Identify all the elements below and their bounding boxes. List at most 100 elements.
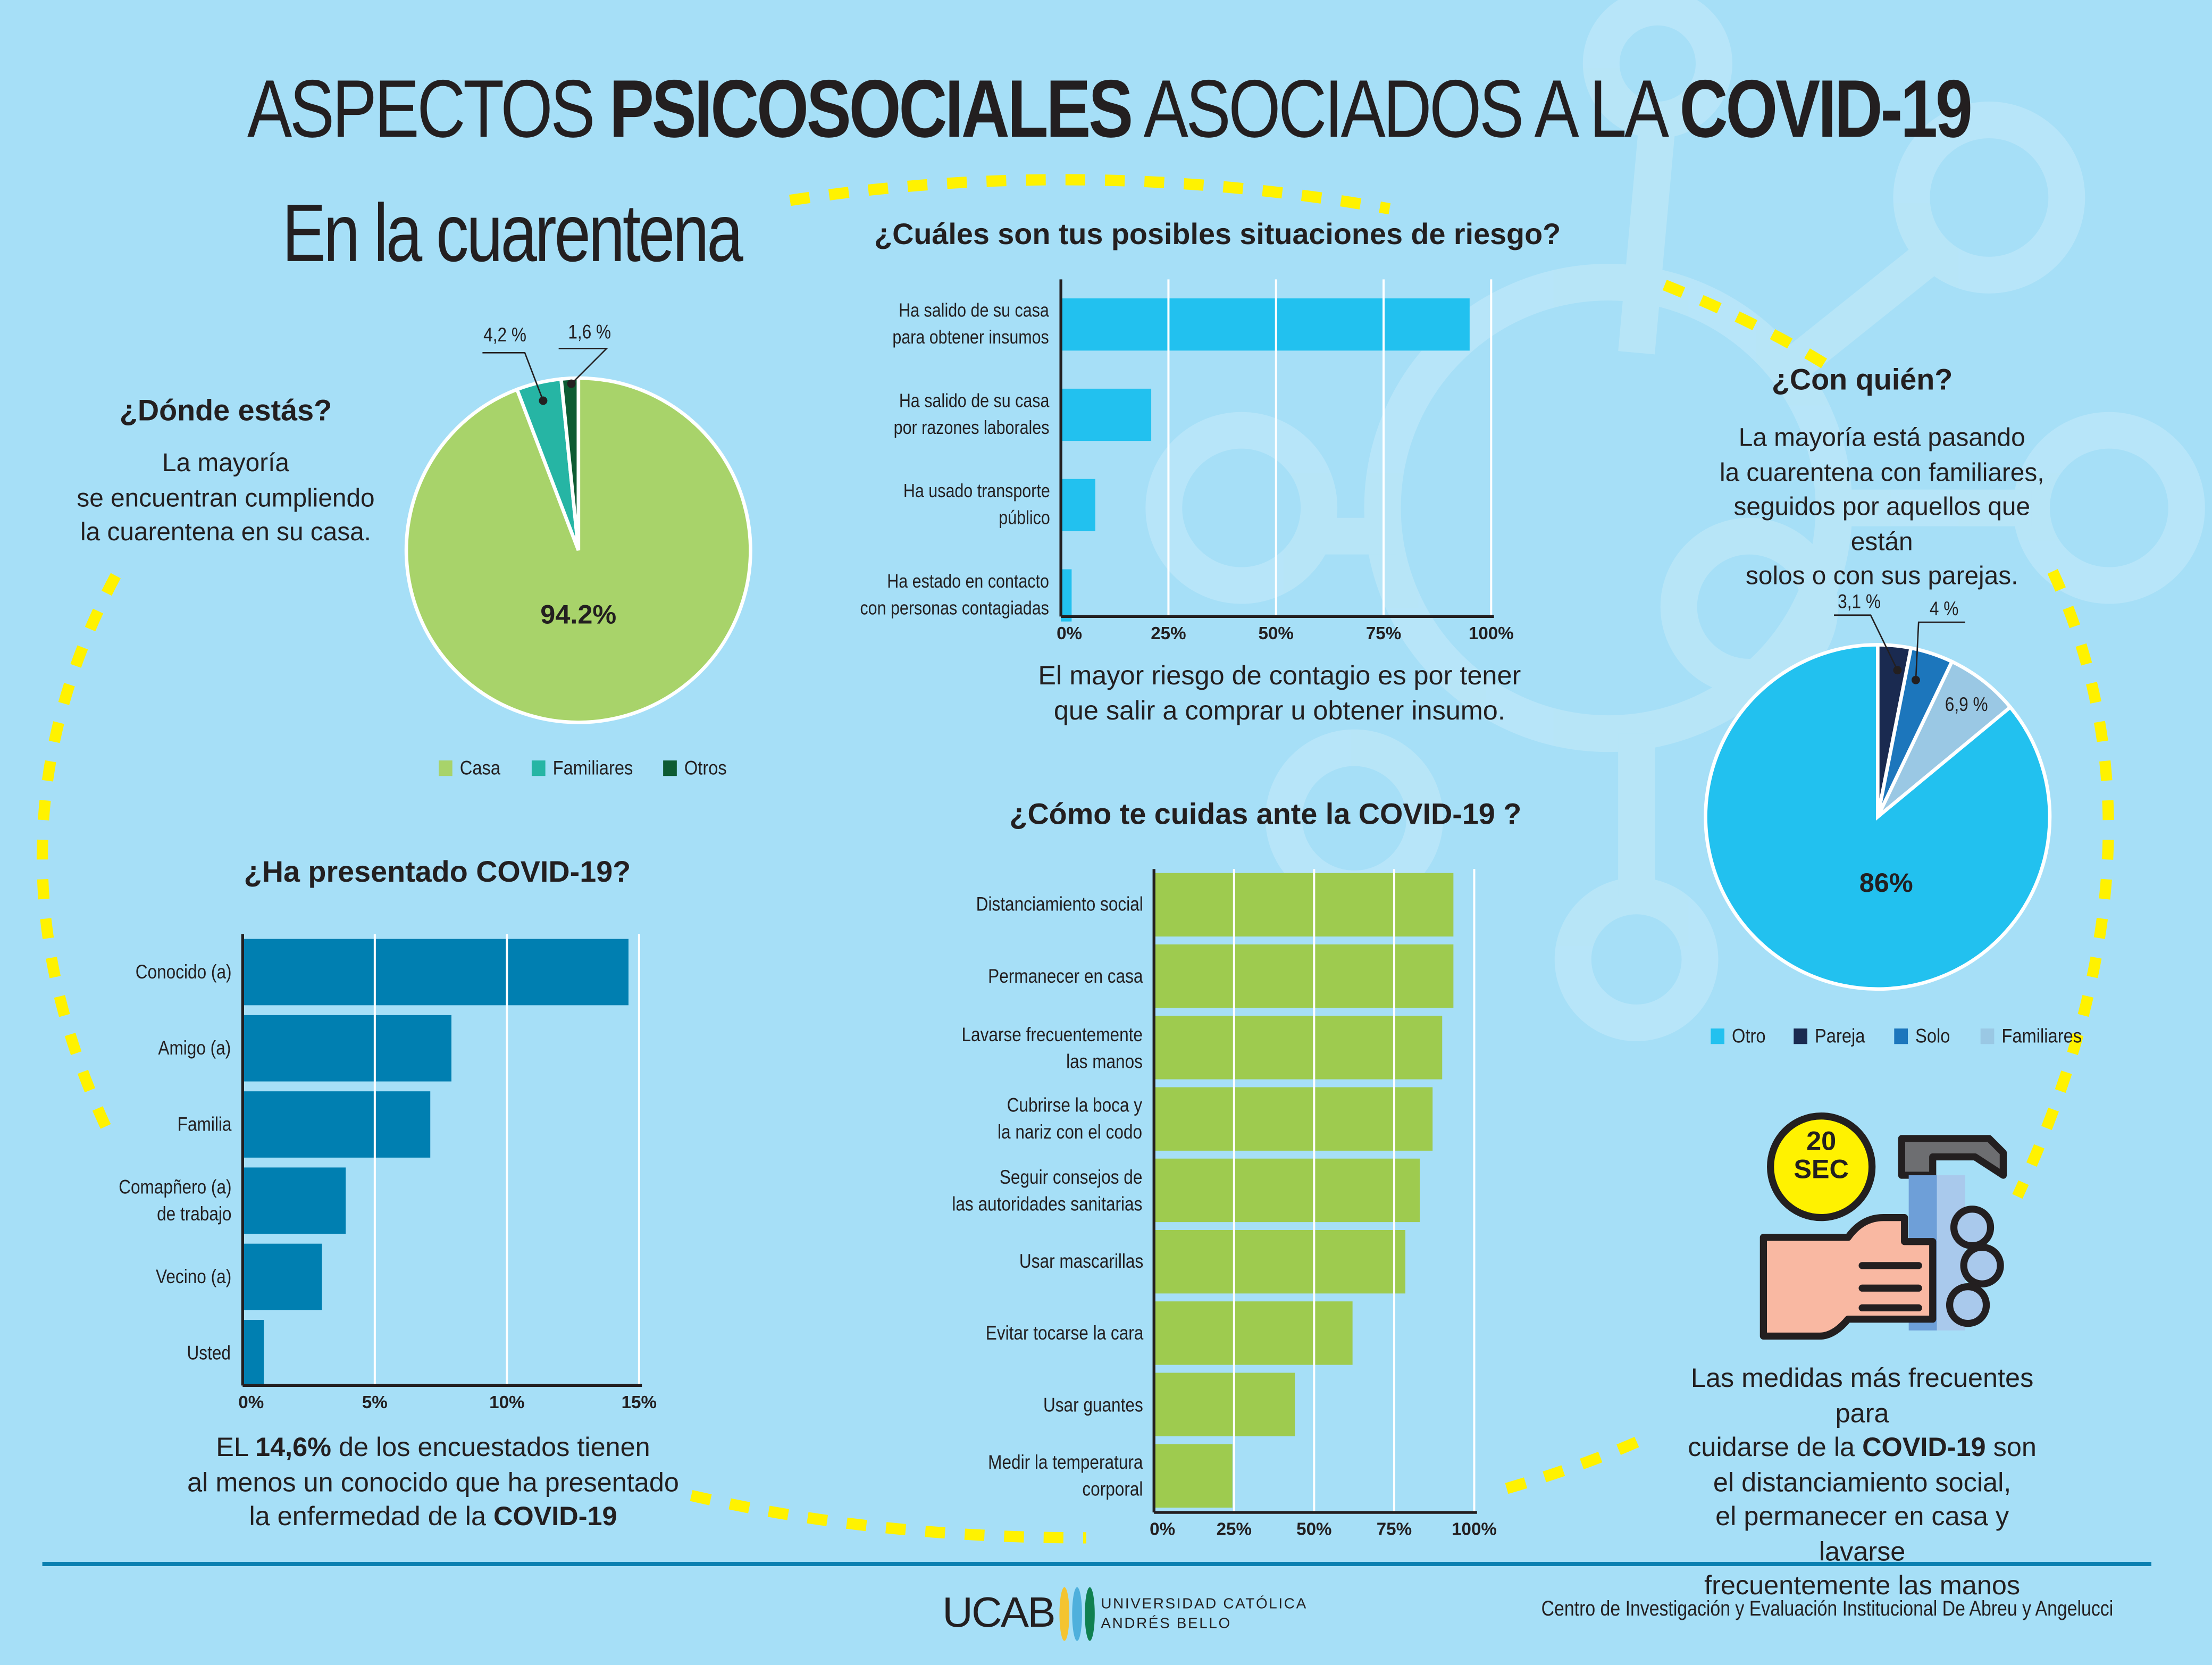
- legend-label: Otro: [1731, 1024, 1766, 1047]
- bar-category-label: Ha estado en contacto con personas conta…: [860, 571, 1050, 618]
- bar-presentado: [242, 1243, 322, 1310]
- bar-category-label: Ha salido de su casa para obtener insumo…: [893, 299, 1050, 347]
- logo-text: UCAB: [942, 1590, 1055, 1637]
- bar-category-label: Vecino (a): [155, 1265, 232, 1287]
- bar-presentado: [242, 939, 629, 1006]
- caption-text: de los encuestados tienen al menos un co…: [187, 1433, 679, 1533]
- bar-presentado: [242, 1091, 431, 1158]
- leader-line: [1834, 614, 1898, 671]
- bar-category-label: Medir la temperatura corporal: [987, 1450, 1143, 1500]
- pie-data-label: 4 %: [1929, 597, 1959, 620]
- bar-category-label: Distanciamiento social: [975, 892, 1143, 916]
- caption-text: EL: [216, 1433, 256, 1463]
- legend-label: Casa: [459, 756, 501, 779]
- bar-category-label: Ha salido de su casa por razones laboral…: [894, 390, 1050, 438]
- tick-label: 50%: [1296, 1519, 1332, 1540]
- pie-slice-otro: [1704, 643, 2052, 991]
- leader-line: [482, 352, 544, 401]
- tick-label: 5%: [362, 1392, 388, 1412]
- pie-slice-familiares: [1876, 659, 2013, 818]
- footer-divider: [42, 1561, 2151, 1566]
- legend-swatch: [1893, 1027, 1908, 1043]
- pie-data-label: 3,1 %: [1838, 589, 1881, 613]
- bar-presentado: [242, 1167, 346, 1234]
- logo-flame-icon: [1060, 1587, 1095, 1641]
- legend-swatch: [1980, 1027, 1994, 1043]
- bar-category-label: Familia: [177, 1112, 232, 1135]
- bar-riesgo: [1061, 298, 1470, 351]
- legend-swatch: [1794, 1027, 1808, 1043]
- tick-label: 50%: [1258, 623, 1294, 643]
- tick-label: 0%: [1150, 1519, 1176, 1540]
- legend-label: Familiares: [2001, 1024, 2082, 1047]
- tick-label: 100%: [1452, 1519, 1497, 1540]
- bar-riesgo: [1061, 479, 1095, 531]
- bar-cuidas: [1154, 1301, 1353, 1365]
- caption-bold: COVID-19: [493, 1502, 617, 1533]
- cuidas-caption: Las medidas más frecuentes para cuidarse…: [1687, 1363, 2037, 1605]
- bar-cuidas: [1154, 1373, 1295, 1436]
- leader-dot: [1893, 666, 1902, 675]
- bar-category-label: Seguir consejos de las autoridades sanit…: [952, 1165, 1143, 1215]
- legend-swatch: [1711, 1027, 1724, 1043]
- footer-institution: Centro de Investigación y Evaluación Ins…: [1541, 1597, 2114, 1621]
- timer-unit: SEC: [1794, 1155, 1849, 1185]
- bar-riesgo: [1061, 388, 1152, 441]
- bar-presentado: [242, 1319, 264, 1386]
- leader-line: [1915, 621, 1965, 680]
- bar-category-label: Cubrirse la boca y la nariz con el codo: [998, 1093, 1143, 1143]
- legend-swatch: [439, 759, 453, 775]
- bar-cuidas: [1154, 1016, 1443, 1080]
- presentado-caption: EL 14,6% de los encuestados tienen al me…: [187, 1432, 679, 1536]
- legend-swatch: [531, 759, 545, 775]
- legend-item: Otros: [663, 756, 727, 779]
- tick-label: 100%: [1468, 623, 1514, 643]
- pie-data-label: 4,2 %: [483, 323, 526, 346]
- caption-text: son el distanciamiento social, el perman…: [1704, 1433, 2037, 1602]
- bar-cuidas: [1154, 873, 1454, 937]
- riesgo-heading: ¿Cuáles son tus posibles situaciones de …: [874, 219, 1561, 252]
- tick-label: 25%: [1151, 623, 1186, 643]
- legend-item: Familiares: [1980, 1024, 2081, 1047]
- bar-cuidas: [1154, 1087, 1433, 1151]
- bar-category-label: Lavarse frecuentemente las manos: [961, 1022, 1143, 1072]
- bar-category-label: Comapñero (a) de trabajo: [118, 1175, 232, 1225]
- legend-label: Solo: [1915, 1024, 1950, 1047]
- bar-riesgo: [1061, 569, 1072, 622]
- con-quien-heading: ¿Con quién?: [1771, 364, 1953, 397]
- leader-dot: [567, 379, 576, 388]
- timer-label: 20 SEC: [1794, 1128, 1849, 1185]
- title-part: ASPECTOS: [247, 63, 609, 155]
- bar-presentado: [242, 1015, 451, 1082]
- pie-data-label: 1,6 %: [568, 320, 611, 343]
- tick-label: 15%: [621, 1392, 657, 1412]
- title-bold-part: PSICOSOCIALES: [609, 63, 1133, 155]
- legend-swatch: [663, 759, 677, 775]
- subtitle: En la cuarentena: [282, 187, 743, 280]
- bar-cuidas: [1154, 1444, 1233, 1508]
- tick-label: 75%: [1376, 1519, 1412, 1540]
- pie-slice-otros: [559, 376, 581, 551]
- tick-label: 0%: [1057, 623, 1083, 643]
- legend-label: Pareja: [1815, 1024, 1866, 1047]
- bar-category-label: Permanecer en casa: [987, 964, 1143, 987]
- donde-text: La mayoría se encuentran cumpliendo la c…: [77, 448, 375, 546]
- legend-item: Otro: [1711, 1024, 1766, 1047]
- pie-data-label: 86%: [1859, 869, 1913, 899]
- title-bold-part: COVID-19: [1679, 63, 1973, 155]
- pie-data-label: 6,9 %: [1945, 692, 1988, 716]
- bar-cuidas: [1154, 944, 1454, 1008]
- legend-label: Otros: [684, 756, 727, 779]
- tick-label: 75%: [1365, 623, 1402, 643]
- cuidas-heading: ¿Cómo te cuidas ante la COVID-19 ?: [1009, 798, 1522, 831]
- tick-label: 10%: [489, 1392, 525, 1412]
- pie-data-label: 94.2%: [540, 601, 617, 631]
- legend-item: Solo: [1893, 1024, 1950, 1047]
- logo-sub2: ANDRÉS BELLO: [1101, 1615, 1231, 1633]
- con-quien-text: La mayoría está pasando la cuarentena co…: [1719, 423, 2045, 590]
- logo-sub1: UNIVERSIDAD CATÓLICA: [1101, 1595, 1308, 1613]
- caption-bold: COVID-19: [1862, 1433, 1986, 1463]
- bar-category-label: Ha usado transporte público: [903, 480, 1050, 528]
- bar-category-label: Usar guantes: [1043, 1392, 1143, 1416]
